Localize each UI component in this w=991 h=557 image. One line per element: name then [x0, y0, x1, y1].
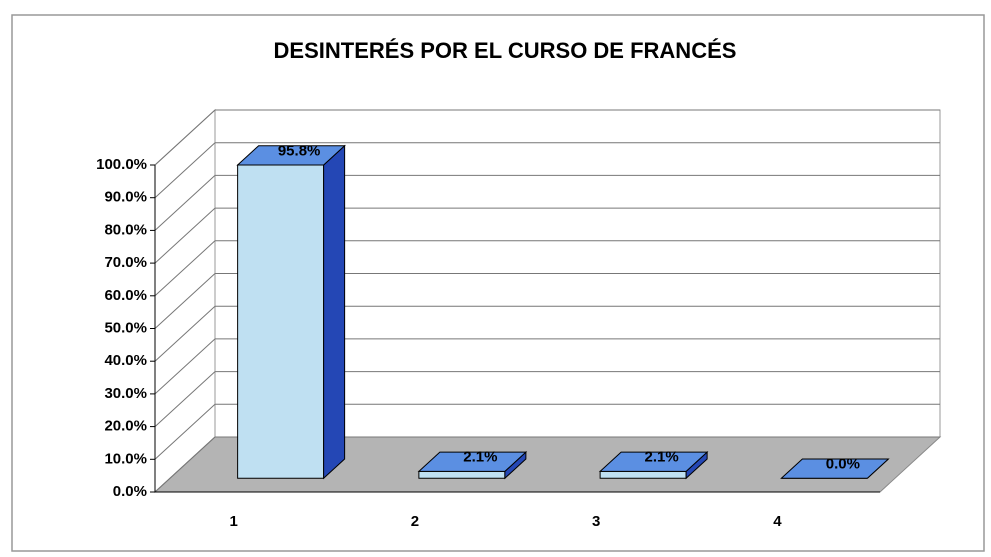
y-tick-label: 10.0% [104, 450, 147, 467]
y-tick-label: 40.0% [104, 352, 147, 369]
bar-top [598, 451, 709, 472]
value-label: 95.8% [278, 142, 321, 159]
grid-line [154, 142, 216, 199]
grid-line [154, 305, 216, 362]
bar-front [237, 164, 325, 479]
y-tick-label: 20.0% [104, 418, 147, 435]
x-tick-label: 3 [592, 513, 600, 530]
grid-line [154, 371, 216, 427]
value-label: 2.1% [463, 449, 497, 466]
value-label: 0.0% [826, 456, 860, 473]
grid-line [154, 175, 216, 231]
bar-top [780, 458, 890, 479]
bar-front [418, 470, 506, 479]
grid-line [154, 109, 216, 166]
bar-top [417, 451, 528, 472]
grid-line [154, 273, 216, 329]
y-tick-label: 50.0% [104, 319, 147, 336]
bar-side [323, 144, 346, 480]
y-tick-label: 30.0% [104, 385, 147, 402]
x-tick-label: 1 [229, 513, 237, 530]
y-tick-label: 60.0% [104, 287, 147, 304]
x-tick-label: 4 [773, 513, 782, 530]
y-tick-label: 90.0% [104, 189, 147, 206]
bar-front [599, 470, 687, 479]
bar-top [236, 145, 346, 166]
value-label: 2.1% [645, 449, 679, 466]
y-tick-label: 80.0% [104, 221, 147, 238]
y-tick-label: 0.0% [113, 483, 147, 500]
x-tick-label: 2 [411, 513, 419, 530]
y-tick-label: 100.0% [96, 156, 147, 173]
grid-line [154, 338, 216, 395]
grid-line [154, 403, 216, 460]
grid-line [154, 207, 216, 264]
grid-line [154, 436, 216, 493]
grid-line [154, 240, 216, 297]
chart-title: DESINTERÉS POR EL CURSO DE FRANCÉS [274, 38, 737, 63]
y-tick-label: 70.0% [104, 254, 147, 271]
